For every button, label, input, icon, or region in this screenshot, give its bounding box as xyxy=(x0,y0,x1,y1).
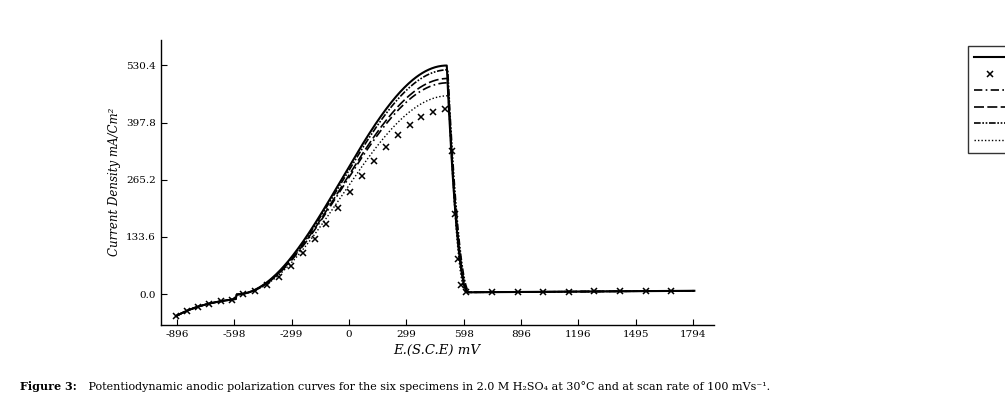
Y-axis label: Current Density mA/Cm²: Current Density mA/Cm² xyxy=(108,108,121,256)
Legend: Zero, 1, 2, 3, 4, 5: Zero, 1, 2, 3, 4, 5 xyxy=(968,46,1005,153)
Text: Figure 3:: Figure 3: xyxy=(20,381,76,392)
Text: Potentiodynamic anodic polarization curves for the six specimens in 2.0 M H₂SO₄ : Potentiodynamic anodic polarization curv… xyxy=(85,381,771,392)
X-axis label: E.(S.C.E) mV: E.(S.C.E) mV xyxy=(394,344,480,357)
